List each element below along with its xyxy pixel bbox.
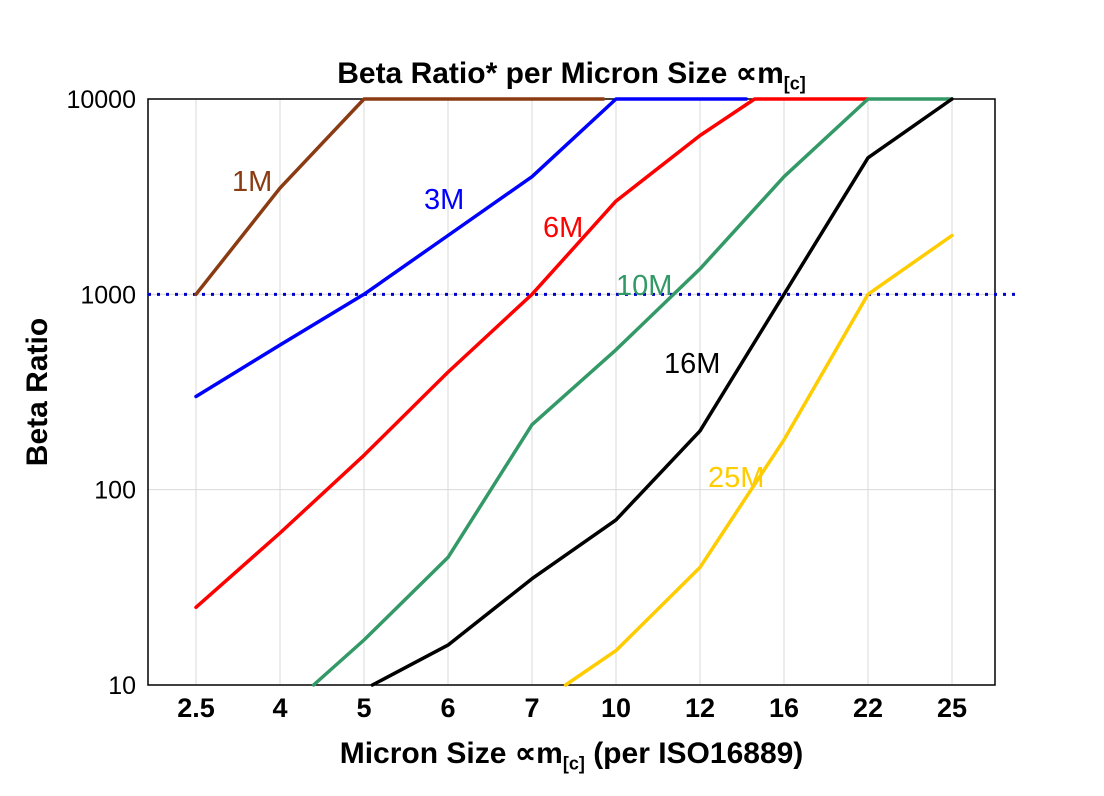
chart-title-symbol: ∝m [735,57,784,90]
chart-title-subscript: [c] [783,73,806,94]
y-tick-label: 10000 [66,86,136,114]
y-tick-label: 1000 [80,281,136,309]
series-line-6M [194,97,870,610]
series-line-1M [194,97,606,297]
series-label-16M: 16M [664,348,721,380]
series-label-1M: 1M [232,166,273,198]
series-line-25M [563,233,954,687]
series-label-6M: 6M [543,212,584,244]
x-tick-label: 4 [272,693,287,723]
x-tick-label: 5 [356,693,371,723]
series-label-25M: 25M [708,462,765,494]
series-label-3M: 3M [424,184,465,216]
x-tick-label: 6 [440,693,455,723]
series-line-16M [370,97,954,687]
series-line-3M [194,97,748,399]
x-axis-title-subscript: [c] [562,753,585,774]
x-tick-label: 10 [601,693,631,723]
chart-title: Beta Ratio* per Micron Size ∝m[c] [148,56,995,94]
x-axis-title-suffix: (per ISO16889) [584,737,804,770]
chart-title-text: Beta Ratio* per Micron Size [337,57,736,90]
x-tick-label: 12 [685,693,715,723]
y-tick-label: 10 [108,672,136,700]
series-line-10M [311,97,954,687]
x-axis-title: Micron Size ∝m[c] (per ISO16889) [148,736,995,774]
series-label-10M: 10M [616,270,673,302]
x-tick-label: 22 [853,693,883,723]
x-tick-label: 16 [769,693,799,723]
x-axis-title-symbol: ∝m [514,737,563,770]
x-tick-label: 2.5 [177,693,215,723]
y-tick-label: 100 [94,477,136,505]
x-tick-label: 25 [937,693,967,723]
x-axis-title-text: Micron Size [339,737,515,770]
x-tick-label: 7 [524,693,539,723]
